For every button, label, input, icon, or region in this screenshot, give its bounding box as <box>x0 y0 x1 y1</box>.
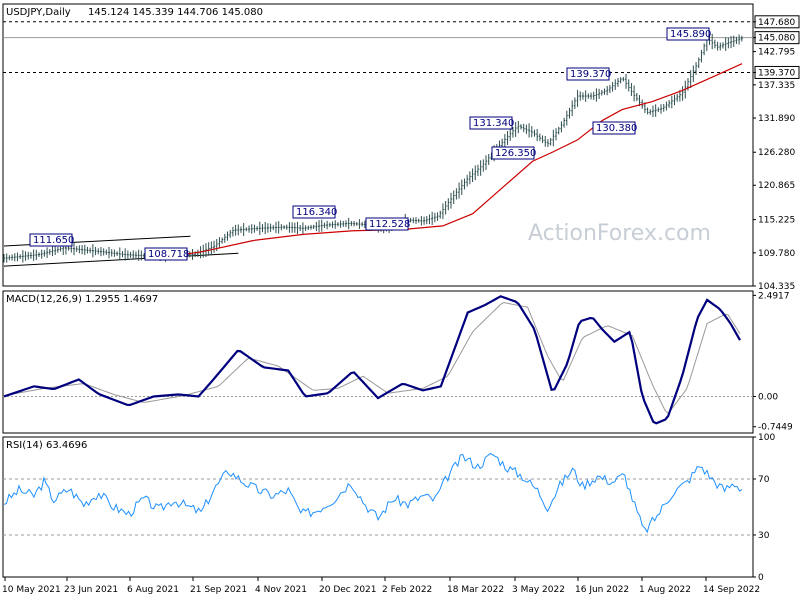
annotation-frame <box>292 205 336 219</box>
price-tick-label: 139.370 <box>758 68 795 78</box>
price-tick-label: 126.280 <box>758 148 795 158</box>
annotation-label: 131.340 <box>473 118 514 129</box>
annotation-box: 116.340 <box>292 205 337 219</box>
rsi-panel-frame <box>2 436 754 578</box>
annotation-label: 145.890 <box>670 29 711 40</box>
rsi-tick-label: 70 <box>758 475 770 485</box>
price-tick-label: 137.335 <box>758 81 795 91</box>
annotation-frame <box>666 27 710 41</box>
horizontal-levels <box>3 21 753 73</box>
price-title: USDJPY,Daily <box>6 7 71 18</box>
macd-axis: 2.4917 0.00 -0.7449 <box>753 291 793 433</box>
price-tick-label: 147.680 <box>758 18 795 28</box>
x-tick-label: 10 May 2021 <box>2 585 61 595</box>
price-tick-label: 120.865 <box>758 181 795 191</box>
annotation-label: 139.370 <box>570 69 611 80</box>
rsi-title: RSI(14) 63.4696 <box>6 440 87 451</box>
time-axis: 10 May 2021 23 Jun 2021 6 Aug 2021 21 Sep 2… <box>2 577 760 595</box>
trend-line <box>3 252 239 267</box>
annotation-label: 126.350 <box>495 148 536 159</box>
x-tick-label: 14 Sep 2022 <box>703 585 760 595</box>
annotation-box: 111.650 <box>29 233 74 247</box>
annotation-box: 126.350 <box>491 146 536 160</box>
annotation-box: 139.370 <box>566 67 611 81</box>
x-tick-label: 16 Jun 2022 <box>575 585 629 595</box>
annotation-box: 108.718 <box>144 247 189 261</box>
ma-line <box>153 63 743 260</box>
rsi-line <box>3 453 753 536</box>
x-tick-label: 1 Aug 2022 <box>639 585 691 595</box>
rsi-line <box>3 453 743 534</box>
x-tick-label: 2 Feb 2022 <box>382 585 432 595</box>
ohlc-readout: 145.124 145.339 144.706 145.080 <box>88 7 263 18</box>
rsi-tick-label: 0 <box>758 573 764 583</box>
x-tick-label: 6 Aug 2021 <box>127 585 179 595</box>
x-tick-label: 4 Nov 2021 <box>255 585 307 595</box>
macd-tick-label: 2.4917 <box>758 291 790 301</box>
annotation-box: 131.340 <box>469 116 514 130</box>
x-tick-label: 18 Mar 2022 <box>447 585 504 595</box>
x-tick-label: 21 Sep 2021 <box>190 585 247 595</box>
x-tick-label: 20 Dec 2021 <box>319 585 377 595</box>
annotation-box: 130.380 <box>592 121 637 135</box>
price-tick-label: 142.795 <box>758 48 795 58</box>
annotation-box: 112.528 <box>365 217 410 231</box>
macd-title: MACD(12,26,9) 1.2955 1.4697 <box>6 294 158 305</box>
annotation-frame <box>469 116 513 130</box>
annotation-frame <box>491 146 535 160</box>
annotation-frame <box>365 217 409 231</box>
price-tick-label: 109.780 <box>758 249 795 259</box>
macd-lines <box>3 295 753 425</box>
moving-average <box>153 63 743 260</box>
rsi-tick-label: 30 <box>758 531 770 541</box>
price-tick-label: 104.335 <box>758 282 795 292</box>
rsi-axis: 100 70 30 0 <box>753 433 775 583</box>
price-axis: 147.680 145.080 142.795 139.370 137.335 131.8… <box>753 15 800 292</box>
macd-tick-label: -0.7449 <box>758 423 793 433</box>
price-tick-label: 115.225 <box>758 216 795 226</box>
rsi-tick-label: 100 <box>758 433 775 443</box>
price-panel-frame <box>2 3 754 287</box>
x-tick-label: 3 May 2022 <box>512 585 565 595</box>
annotation-label: 116.340 <box>296 207 337 218</box>
annotation-box: 145.890 <box>666 27 711 41</box>
annotation-label: 112.528 <box>369 219 410 230</box>
macd-panel-frame <box>2 290 754 434</box>
price-tick-label: 145.080 <box>758 34 795 44</box>
price-annotations: 111.650 108.718 116.340 112.528 131.340 126.3… <box>29 27 711 261</box>
annotation-frame <box>29 233 73 247</box>
signal-line <box>3 302 741 415</box>
annotation-frame <box>566 67 610 81</box>
macd-tick-label: 0.00 <box>758 392 778 402</box>
watermark: ActionForex.com <box>528 221 711 246</box>
macd-line <box>3 295 741 425</box>
annotation-label: 130.380 <box>596 123 637 134</box>
x-tick-label: 23 Jun 2021 <box>64 585 118 595</box>
annotation-label: 108.718 <box>148 249 189 260</box>
price-tick-label: 131.890 <box>758 114 795 124</box>
annotation-frame <box>592 121 636 135</box>
annotation-label: 111.650 <box>33 235 74 246</box>
annotation-frame <box>144 247 188 261</box>
